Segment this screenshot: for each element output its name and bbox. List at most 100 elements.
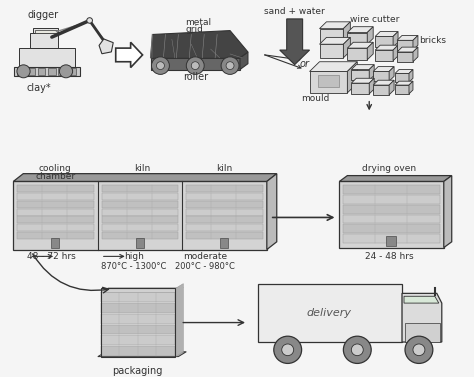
Polygon shape: [13, 181, 267, 250]
Polygon shape: [409, 81, 413, 94]
Polygon shape: [99, 39, 113, 54]
FancyBboxPatch shape: [186, 216, 263, 223]
Text: sand + water: sand + water: [264, 7, 325, 15]
Polygon shape: [373, 85, 389, 95]
FancyBboxPatch shape: [102, 185, 178, 192]
Text: 24 - 48 hrs: 24 - 48 hrs: [365, 252, 413, 261]
Polygon shape: [347, 42, 373, 48]
Polygon shape: [367, 27, 373, 44]
Polygon shape: [397, 35, 418, 40]
FancyBboxPatch shape: [17, 201, 94, 208]
Polygon shape: [101, 314, 175, 323]
Polygon shape: [240, 52, 248, 69]
Text: metal: metal: [185, 18, 211, 27]
FancyBboxPatch shape: [102, 193, 178, 200]
FancyBboxPatch shape: [220, 238, 228, 248]
Circle shape: [282, 344, 294, 356]
Polygon shape: [395, 74, 409, 82]
Polygon shape: [409, 69, 413, 82]
Text: or: or: [300, 59, 310, 69]
Polygon shape: [373, 80, 394, 85]
Text: clay*: clay*: [27, 83, 52, 93]
FancyBboxPatch shape: [186, 232, 263, 239]
FancyBboxPatch shape: [102, 232, 178, 239]
FancyBboxPatch shape: [343, 215, 440, 223]
Polygon shape: [375, 50, 393, 61]
FancyBboxPatch shape: [17, 224, 94, 231]
FancyBboxPatch shape: [69, 67, 76, 75]
Circle shape: [351, 344, 363, 356]
Circle shape: [413, 344, 425, 356]
Text: 200°C - 980°C: 200°C - 980°C: [175, 262, 235, 271]
Polygon shape: [393, 32, 398, 47]
Polygon shape: [19, 48, 75, 67]
Polygon shape: [375, 45, 398, 50]
Polygon shape: [351, 78, 374, 83]
Circle shape: [87, 18, 92, 23]
Polygon shape: [375, 32, 398, 37]
Circle shape: [152, 57, 169, 74]
FancyBboxPatch shape: [186, 209, 263, 216]
Text: 48 - 72 hrs: 48 - 72 hrs: [27, 252, 75, 261]
FancyBboxPatch shape: [27, 67, 35, 75]
Circle shape: [221, 57, 239, 74]
Polygon shape: [347, 62, 357, 93]
Circle shape: [186, 57, 204, 74]
Text: kiln: kiln: [135, 164, 151, 173]
Text: high: high: [124, 252, 144, 261]
Text: kiln: kiln: [216, 164, 232, 173]
Polygon shape: [116, 42, 143, 67]
Polygon shape: [395, 69, 413, 74]
FancyBboxPatch shape: [51, 238, 59, 248]
Polygon shape: [351, 69, 369, 80]
Polygon shape: [151, 58, 240, 69]
Text: drying oven: drying oven: [362, 164, 416, 173]
Polygon shape: [101, 325, 175, 334]
Text: grid: grid: [185, 25, 203, 34]
Circle shape: [343, 336, 371, 363]
FancyBboxPatch shape: [186, 185, 263, 192]
Polygon shape: [351, 83, 369, 94]
Polygon shape: [393, 45, 398, 61]
FancyBboxPatch shape: [102, 209, 178, 216]
Polygon shape: [347, 27, 373, 32]
FancyBboxPatch shape: [386, 236, 396, 246]
FancyBboxPatch shape: [343, 224, 440, 233]
Polygon shape: [339, 181, 444, 248]
Polygon shape: [395, 81, 413, 85]
Polygon shape: [30, 34, 58, 48]
Text: cooling: cooling: [39, 164, 72, 173]
FancyBboxPatch shape: [48, 67, 55, 75]
Text: mould: mould: [301, 94, 330, 103]
Polygon shape: [319, 44, 343, 58]
Polygon shape: [101, 303, 175, 313]
FancyBboxPatch shape: [186, 201, 263, 208]
Polygon shape: [347, 32, 367, 44]
Polygon shape: [343, 22, 350, 42]
Polygon shape: [175, 284, 183, 357]
Polygon shape: [404, 296, 439, 303]
Polygon shape: [444, 176, 452, 248]
Polygon shape: [375, 37, 393, 47]
Text: packaging: packaging: [112, 366, 163, 376]
FancyBboxPatch shape: [343, 234, 440, 243]
FancyBboxPatch shape: [17, 193, 94, 200]
Text: 870°C - 1300°C: 870°C - 1300°C: [101, 262, 166, 271]
Polygon shape: [413, 35, 418, 50]
Polygon shape: [367, 42, 373, 60]
Polygon shape: [351, 64, 374, 69]
Polygon shape: [13, 174, 277, 181]
Polygon shape: [369, 64, 374, 80]
Polygon shape: [373, 67, 394, 72]
Circle shape: [17, 65, 30, 78]
FancyBboxPatch shape: [186, 193, 263, 200]
Polygon shape: [395, 85, 409, 94]
FancyBboxPatch shape: [17, 216, 94, 223]
Polygon shape: [343, 37, 350, 58]
Polygon shape: [389, 67, 394, 81]
Polygon shape: [319, 37, 350, 44]
Text: chamber: chamber: [35, 172, 75, 181]
Polygon shape: [98, 352, 186, 357]
Polygon shape: [14, 67, 80, 76]
Polygon shape: [318, 75, 339, 87]
